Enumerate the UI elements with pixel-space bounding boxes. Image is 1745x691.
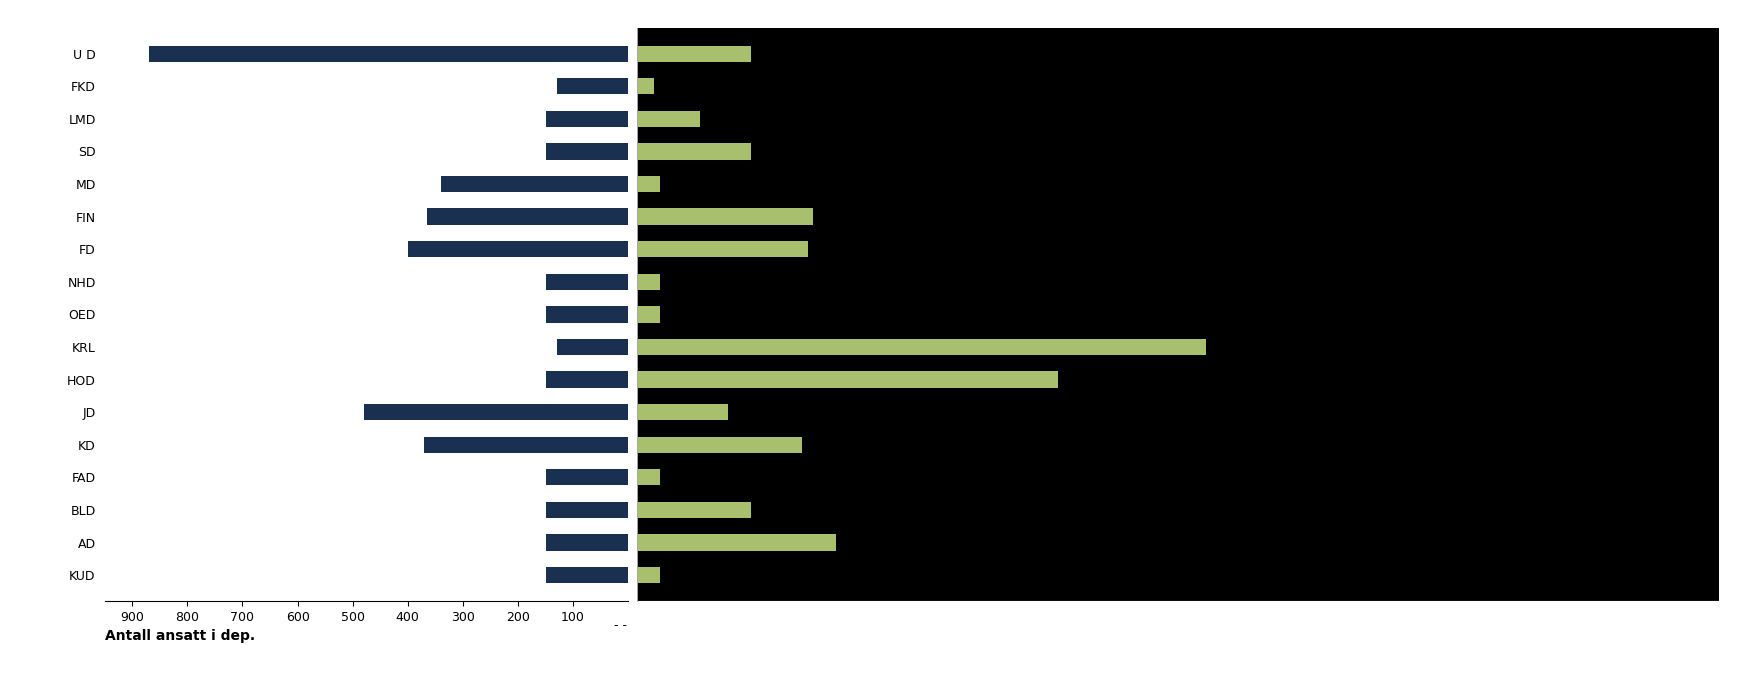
- Bar: [637, 111, 700, 127]
- Bar: [546, 469, 628, 486]
- Bar: [441, 176, 628, 192]
- Bar: [546, 372, 628, 388]
- Bar: [546, 502, 628, 518]
- Bar: [546, 143, 628, 160]
- Bar: [637, 534, 836, 551]
- Bar: [637, 502, 750, 518]
- Bar: [637, 437, 803, 453]
- Bar: [637, 404, 728, 420]
- Bar: [637, 469, 660, 486]
- Bar: [637, 274, 660, 290]
- Bar: [363, 404, 628, 420]
- Bar: [637, 78, 654, 95]
- Text: - -: - -: [614, 619, 626, 632]
- Bar: [546, 306, 628, 323]
- Bar: [637, 339, 1206, 355]
- Bar: [557, 78, 628, 95]
- X-axis label: Antall ansatt i dep.: Antall ansatt i dep.: [105, 630, 255, 643]
- Bar: [148, 46, 628, 62]
- Bar: [546, 534, 628, 551]
- Bar: [546, 111, 628, 127]
- Bar: [428, 209, 628, 225]
- Bar: [408, 241, 628, 257]
- Bar: [637, 306, 660, 323]
- Bar: [546, 567, 628, 583]
- Bar: [637, 46, 750, 62]
- Bar: [424, 437, 628, 453]
- Bar: [637, 209, 813, 225]
- Bar: [637, 372, 1057, 388]
- Bar: [637, 143, 750, 160]
- Bar: [546, 274, 628, 290]
- Bar: [637, 176, 660, 192]
- Bar: [557, 339, 628, 355]
- Bar: [637, 567, 660, 583]
- Bar: [637, 241, 808, 257]
